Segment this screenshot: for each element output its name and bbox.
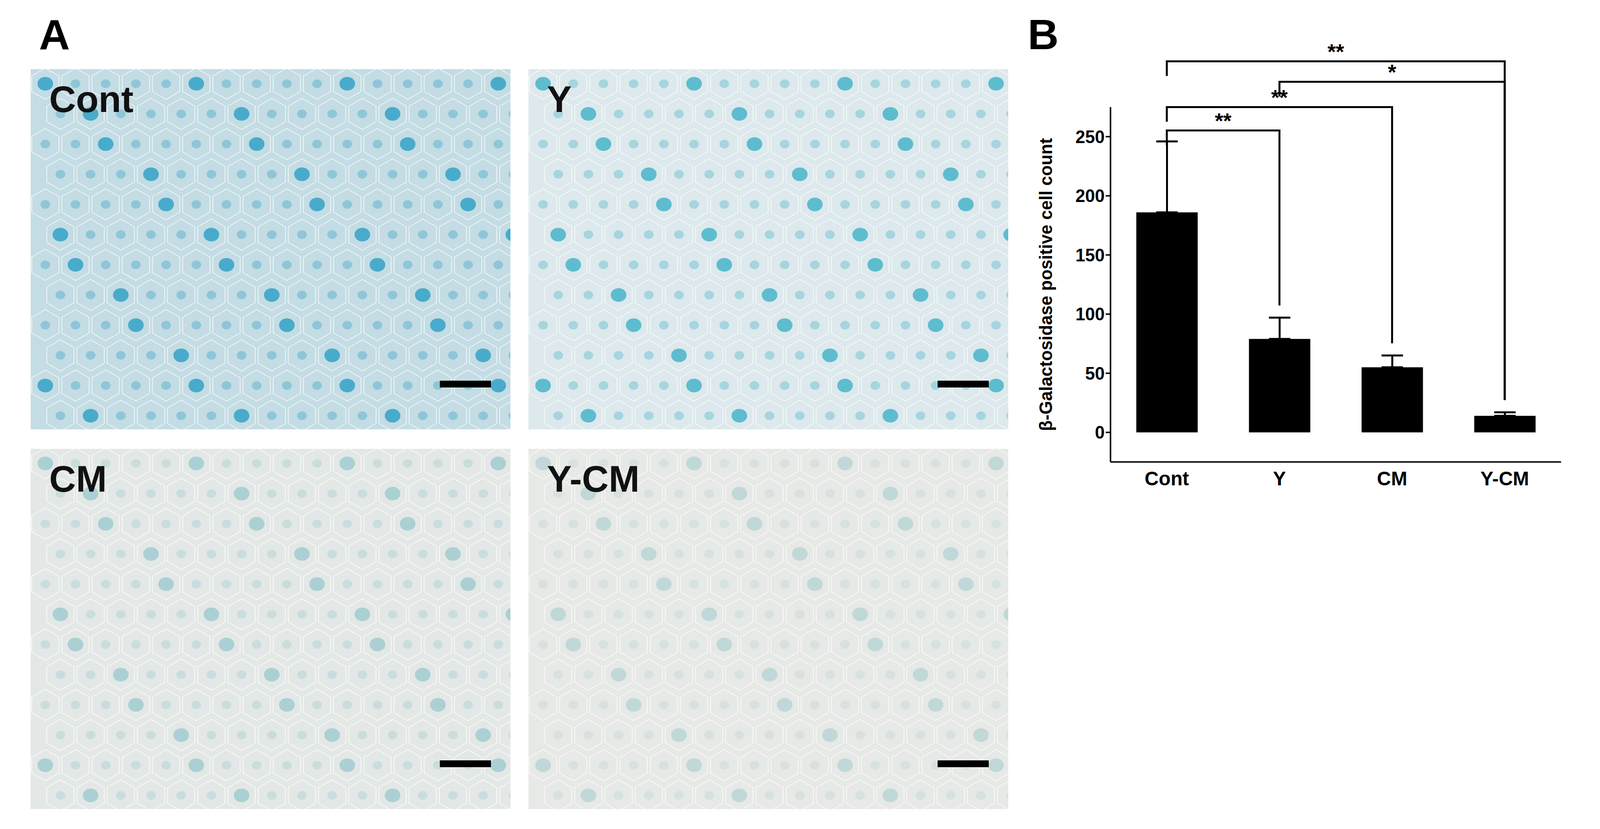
html-text:CM: CM — [49, 458, 107, 500]
svg-text:0: 0 — [1094, 422, 1105, 443]
html-text:Y-CM: Y-CM — [546, 458, 640, 500]
svg-text:Cont: Cont — [1144, 468, 1189, 490]
svg-text:*: * — [1388, 60, 1397, 85]
svg-text:**: ** — [1271, 85, 1289, 110]
svg-text:250: 250 — [1075, 127, 1105, 148]
html-text:Cont: Cont — [49, 78, 134, 120]
svg-text:Y-CM: Y-CM — [1480, 468, 1529, 490]
svg-text:50: 50 — [1085, 363, 1105, 384]
svg-text:**: ** — [1327, 39, 1345, 64]
svg-text:Y: Y — [1273, 468, 1287, 490]
svg-text:β-Galactosidase positive cell: β-Galactosidase positive cell count — [1035, 137, 1056, 432]
svg-text:150: 150 — [1075, 245, 1105, 266]
svg-text:200: 200 — [1075, 186, 1105, 207]
svg-text:100: 100 — [1075, 304, 1105, 325]
html-text:B: B — [1027, 10, 1059, 59]
html-text:Y: Y — [546, 78, 572, 120]
svg-text:**: ** — [1214, 109, 1232, 133]
svg-text:CM: CM — [1376, 468, 1408, 490]
html-text:A: A — [38, 10, 70, 59]
